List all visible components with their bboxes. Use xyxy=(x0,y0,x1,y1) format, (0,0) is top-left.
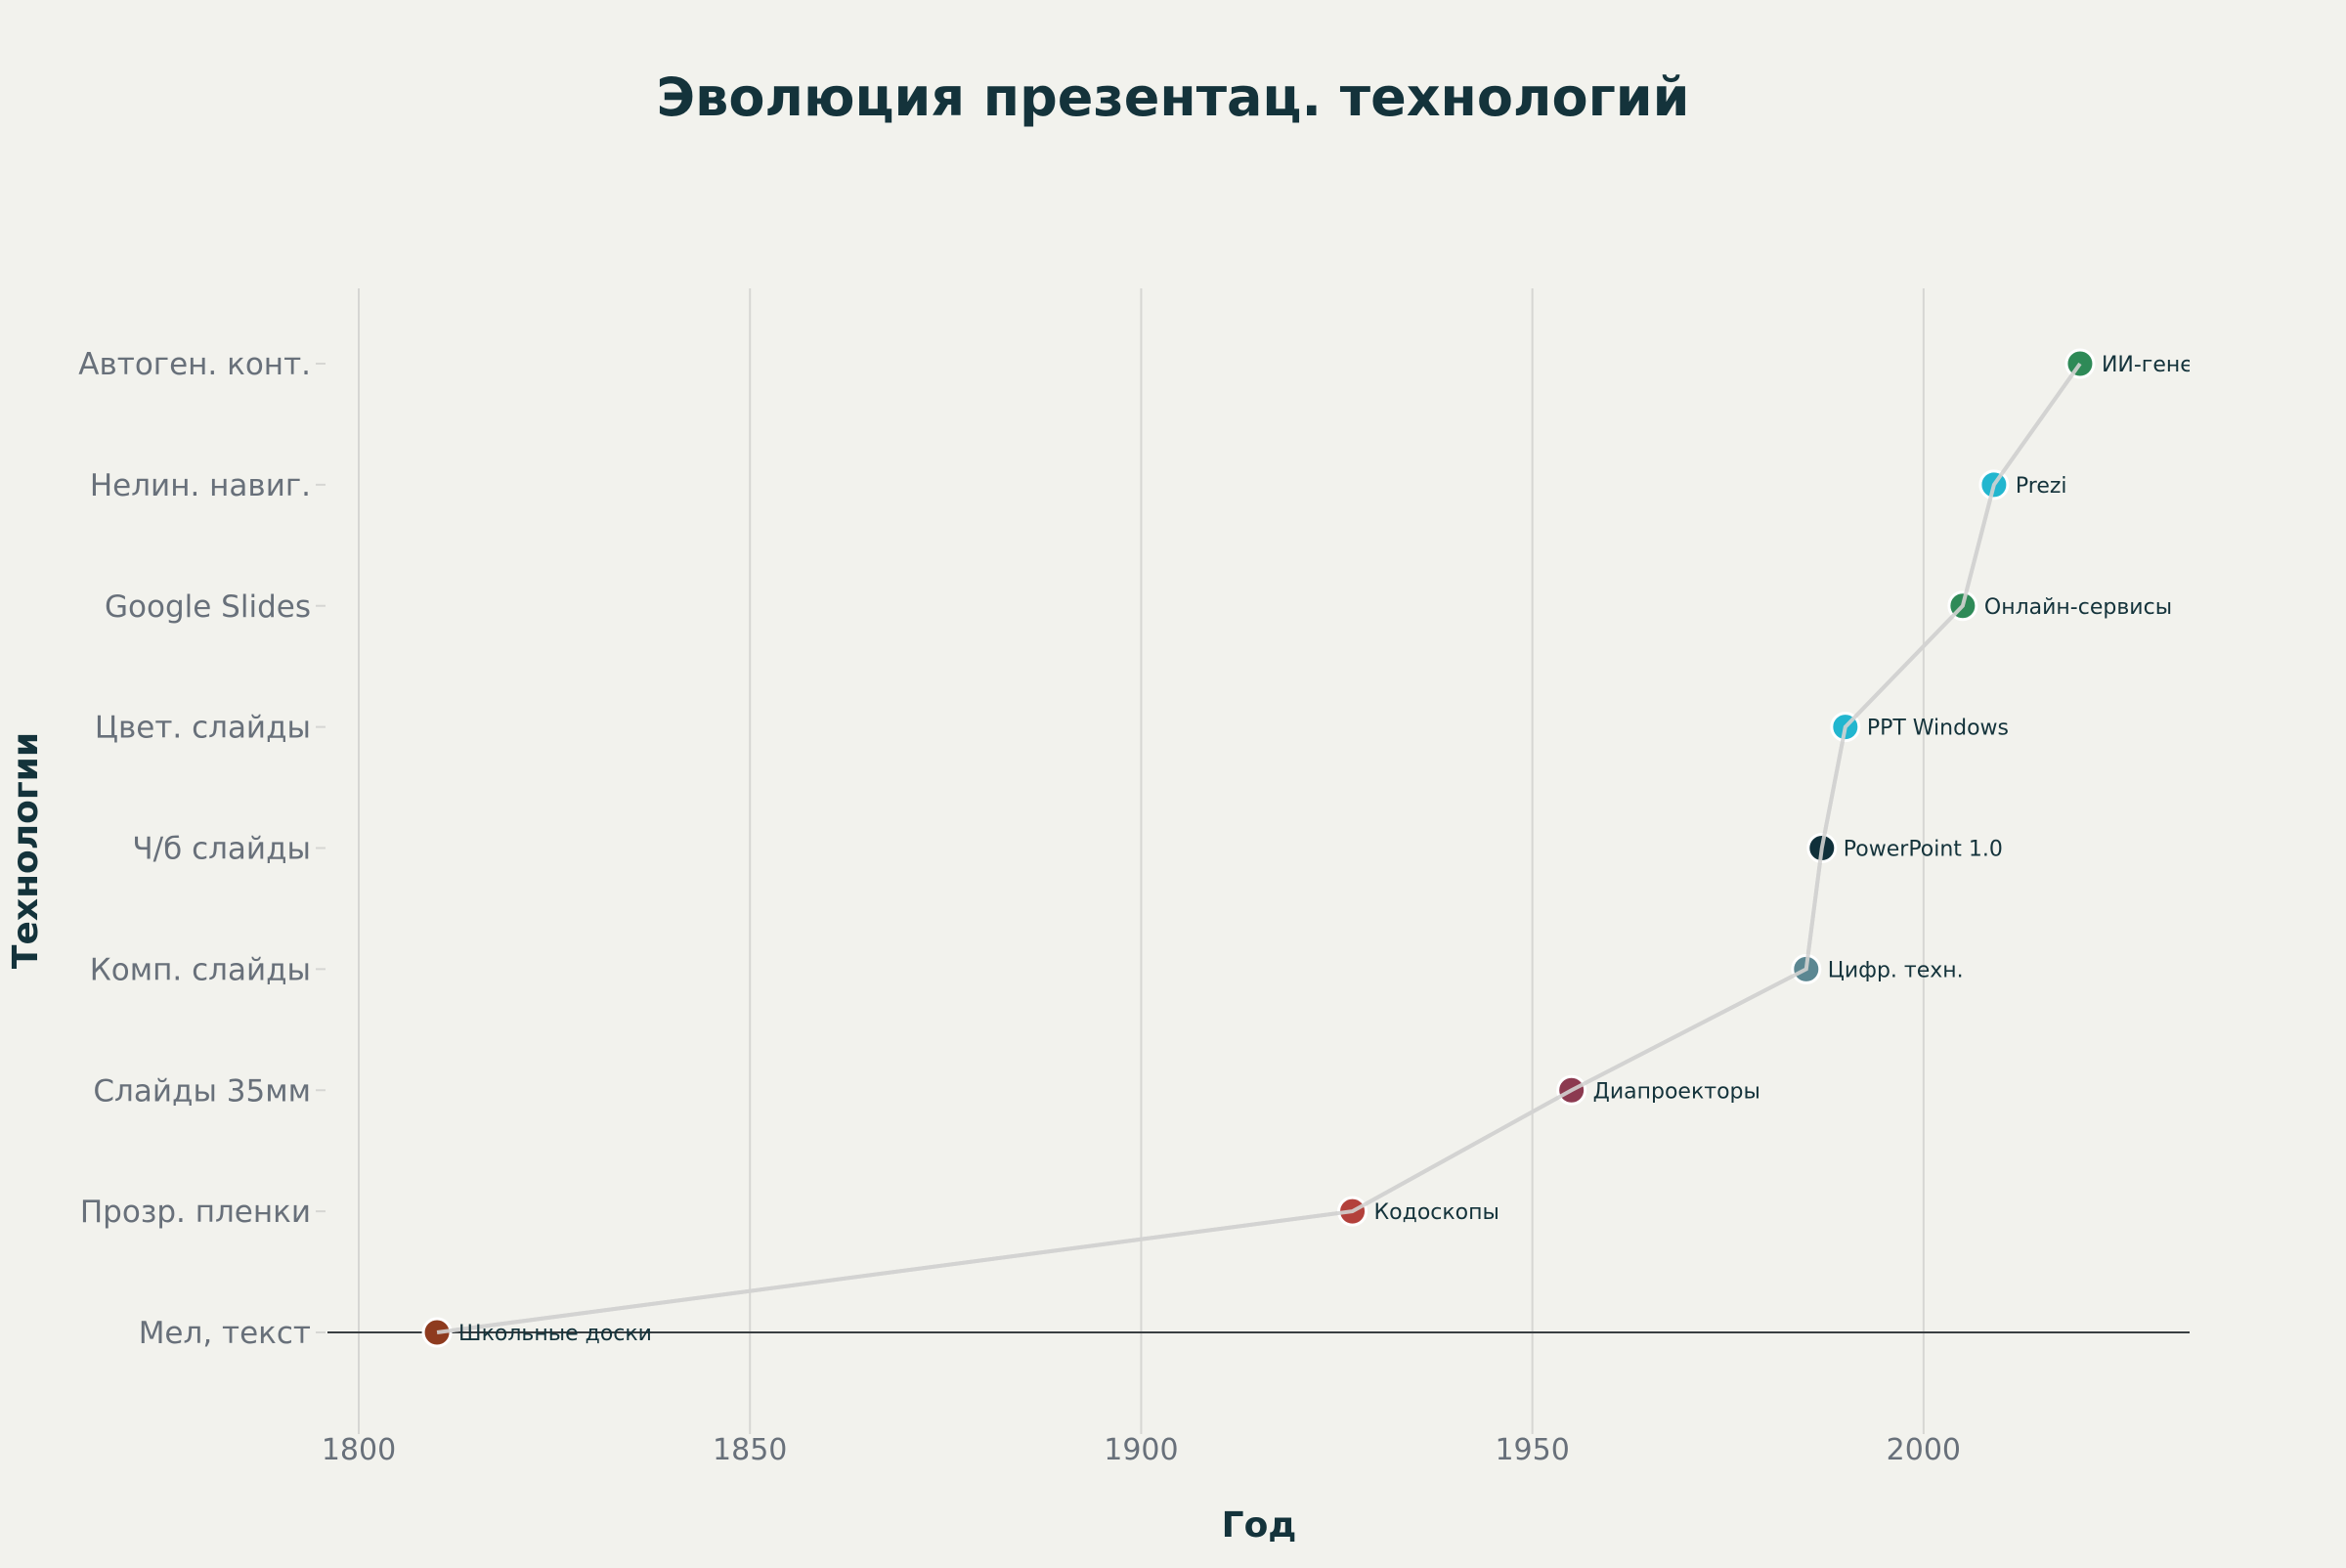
x-tick-label: 1950 xyxy=(1495,1433,1569,1467)
y-tick-label: Ч/б слайды xyxy=(132,832,311,867)
y-tick-label: Комп. слайды xyxy=(90,952,311,987)
data-point-label: PPT Windows xyxy=(1867,717,2009,741)
x-tick-label: 2000 xyxy=(1887,1433,1961,1467)
data-point-label: Цифр. техн. xyxy=(1828,958,1964,982)
data-point-label: Школьные доски xyxy=(458,1322,652,1346)
x-tick-label: 1850 xyxy=(713,1433,787,1467)
y-tick-label: Цвет. слайды xyxy=(95,711,311,746)
y-tick-label: Мел, текст xyxy=(139,1316,311,1351)
y-tick-label: Google Slides xyxy=(105,589,311,625)
y-axis-label: Технологии xyxy=(6,732,46,969)
data-point-label: Prezi xyxy=(2016,474,2067,499)
y-tick-label: Автоген. конт. xyxy=(78,347,311,382)
data-point-label: ИИ-гене xyxy=(2102,353,2194,377)
y-tick-label: Прозр. пленки xyxy=(80,1195,311,1230)
x-tick-label: 1900 xyxy=(1104,1433,1178,1467)
y-tick-label: Слайды 35мм xyxy=(93,1073,311,1109)
x-tick-label: 1800 xyxy=(322,1433,396,1467)
data-point-label: PowerPoint 1.0 xyxy=(1844,838,2003,862)
y-tick-label: Нелин. навиг. xyxy=(90,468,311,503)
series-line-overlay xyxy=(436,362,2082,1334)
data-point-label: Онлайн-сервисы xyxy=(1984,595,2172,620)
chart-title: Эволюция презентац. технологий xyxy=(657,66,1690,128)
data-point-label: Кодоскопы xyxy=(1374,1200,1499,1225)
data-point-label: Диапроекторы xyxy=(1593,1079,1760,1104)
x-axis-label: Год xyxy=(1222,1505,1297,1546)
